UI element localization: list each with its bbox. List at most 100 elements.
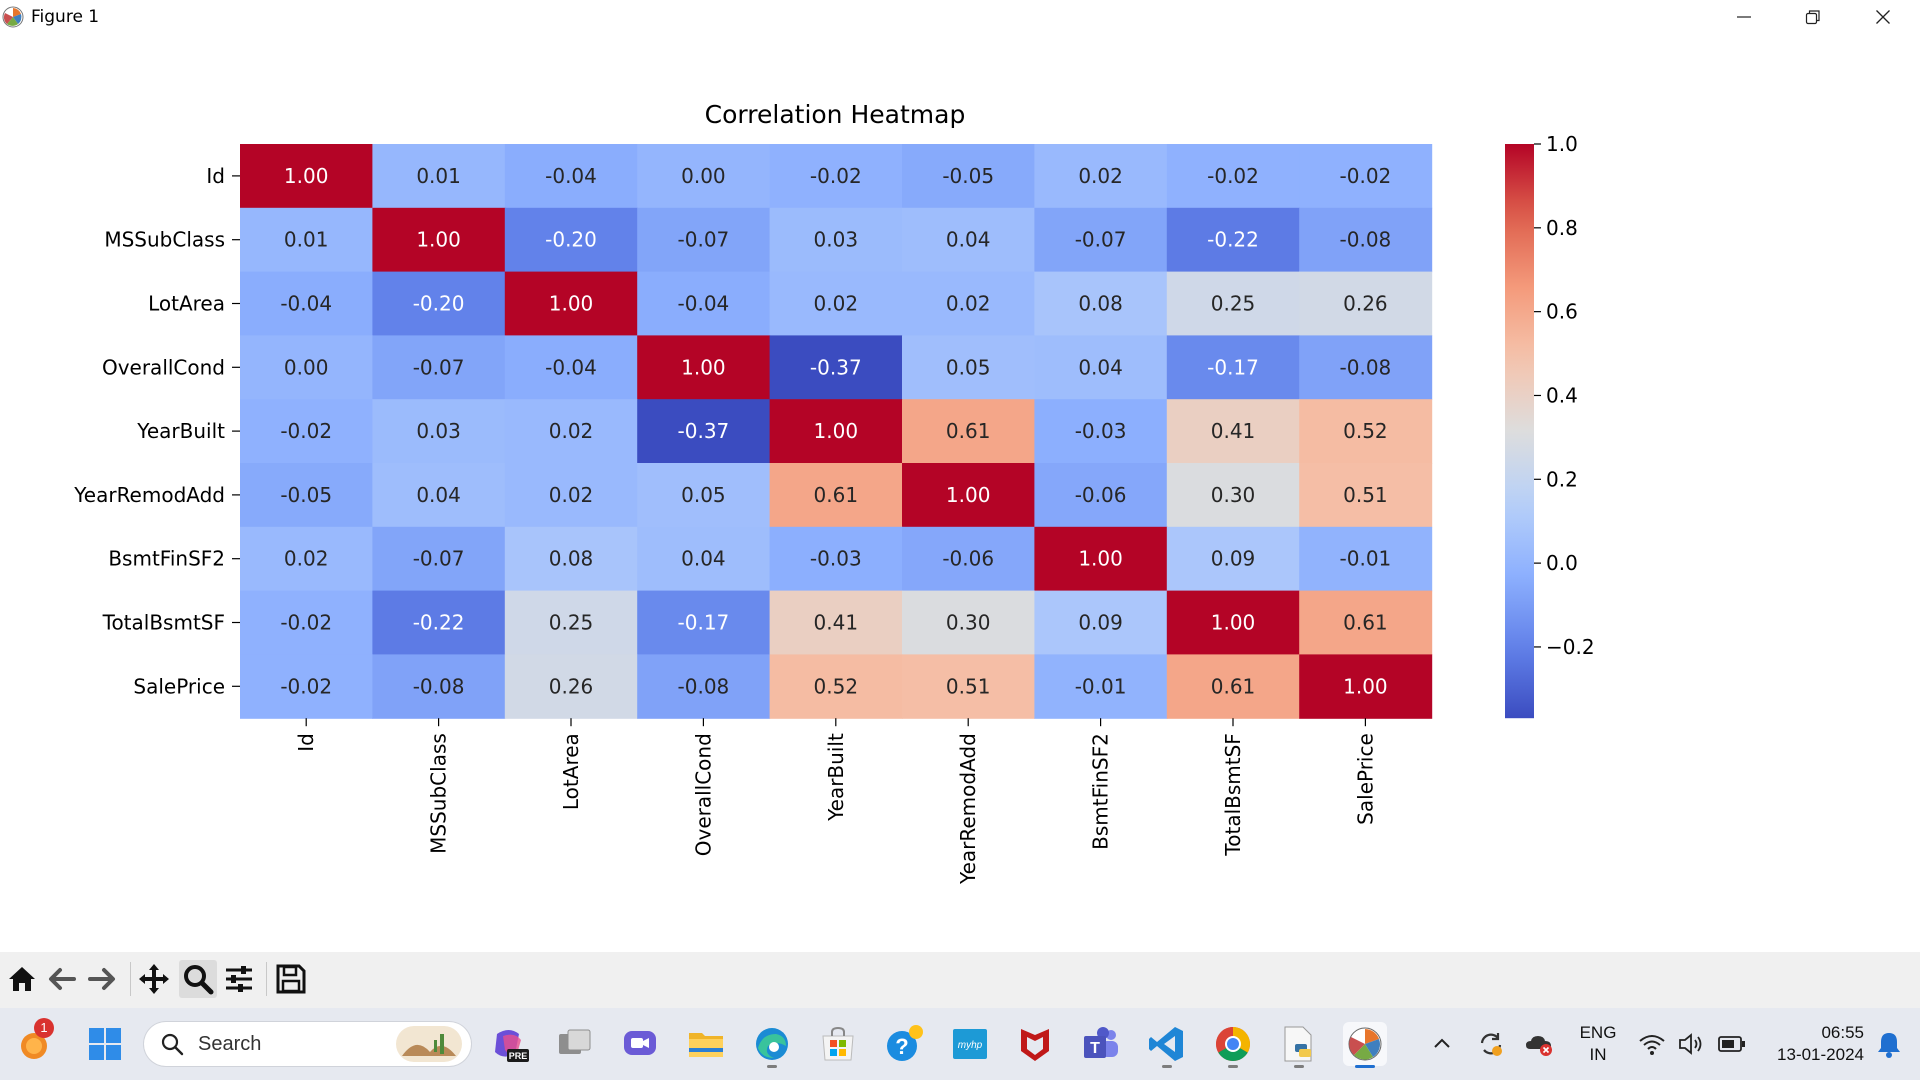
heatmap-cell [1034, 399, 1168, 464]
taskbar-app-myhp[interactable]: myhp [948, 1022, 992, 1066]
cell-value-label: 0.52 [814, 674, 859, 698]
y-tick-label: YearBuilt [136, 419, 225, 443]
heatmap-cell [902, 654, 1035, 719]
cell-value-label: -0.05 [942, 164, 994, 188]
taskbar-search-box[interactable]: Search [144, 1022, 471, 1066]
heatmap-cell [637, 399, 771, 464]
tray-onedrive-button[interactable] [1517, 1022, 1561, 1066]
task-view-icon [559, 1029, 591, 1054]
taskbar-app-vscode[interactable] [1145, 1022, 1189, 1068]
notifications-button[interactable] [1867, 1022, 1911, 1066]
heatmap-cell [240, 144, 373, 209]
forward-button[interactable] [83, 960, 121, 998]
taskbar-app-task-view[interactable] [553, 1022, 597, 1066]
configure-subplots-button[interactable] [220, 960, 258, 998]
heatmap-cell [504, 463, 638, 528]
heatmap-cell [504, 526, 638, 592]
taskbar-app-chrome[interactable] [1211, 1022, 1255, 1068]
cell-value-label: -0.08 [413, 674, 465, 698]
start-button[interactable] [83, 1022, 127, 1066]
cell-value-label: 0.04 [946, 228, 991, 252]
cell-value-label: -0.07 [413, 355, 465, 379]
heatmap-cell [769, 463, 903, 528]
heatmap-cell [1034, 335, 1168, 400]
heatmap-cell [1299, 207, 1433, 273]
cell-value-label: 0.03 [814, 228, 859, 252]
minimize-button[interactable] [1709, 0, 1779, 34]
back-button[interactable] [43, 960, 81, 998]
cell-value-label: 1.00 [946, 483, 991, 507]
cell-value-label: -0.08 [1340, 355, 1392, 379]
heatmap-cell [637, 144, 771, 209]
taskbar-app-python-file[interactable] [1277, 1022, 1321, 1068]
cell-value-label: -0.02 [1207, 164, 1259, 188]
x-tick-labels: Id MSSubClass LotArea OverallCond YearBuilt Y… [294, 718, 1377, 885]
taskbar-app-store[interactable] [816, 1022, 860, 1066]
taskbar-app-meet[interactable] [618, 1022, 662, 1066]
minimize-icon [1737, 16, 1751, 18]
cell-value-label: 0.00 [681, 164, 726, 188]
language-indicator[interactable]: ENG IN [1570, 1022, 1626, 1066]
taskbar-app-edge[interactable] [750, 1022, 794, 1068]
show-hidden-icons-button[interactable] [1420, 1022, 1464, 1066]
zoom-button[interactable] [179, 960, 217, 998]
cell-value-label: 0.61 [1343, 611, 1388, 635]
taskbar-app-teams[interactable]: T [1079, 1022, 1123, 1066]
home-icon [9, 967, 35, 991]
taskbar-app-get-help[interactable]: ? [882, 1022, 926, 1066]
save-button[interactable] [272, 960, 310, 998]
heatmap-cell [1299, 399, 1433, 464]
window-title: Figure 1 [31, 7, 100, 27]
heatmap-cell [504, 335, 638, 400]
home-button[interactable] [3, 960, 41, 998]
cell-value-label: 0.26 [549, 674, 594, 698]
sync-icon [1480, 1033, 1502, 1056]
search-placeholder: Search [198, 1033, 262, 1055]
colorbar-tick-label: −0.2 [1546, 635, 1595, 659]
cell-value-label: 0.61 [1211, 674, 1256, 698]
pan-button[interactable] [135, 960, 173, 998]
clock[interactable]: 06:55 13-01-2024 [1758, 1022, 1864, 1066]
taskbar-app-matplotlib-figure[interactable] [1343, 1022, 1387, 1068]
heatmap-cell [1034, 526, 1168, 592]
close-button[interactable] [1848, 0, 1918, 34]
cell-value-label: -0.03 [1075, 419, 1127, 443]
tray-sync-button[interactable] [1469, 1022, 1513, 1066]
taskbar-app-file-explorer[interactable] [684, 1022, 728, 1066]
y-tick-label: MSSubClass [104, 228, 225, 252]
x-tick-label: OverallCond [691, 733, 715, 856]
cell-value-label: 0.02 [946, 292, 991, 316]
heatmap-cell [1299, 271, 1433, 336]
figure-canvas[interactable]: Correlation Heatmap 1.00 0.01 -0.04 0.00 -0.… [0, 34, 1920, 952]
taskbar-app-mcafee[interactable] [1013, 1022, 1057, 1066]
cell-value-label: -0.01 [1340, 547, 1392, 571]
cell-value-label: 0.04 [416, 483, 461, 507]
heatmap-cell [769, 654, 903, 719]
heatmap-cell [240, 335, 373, 400]
y-tick-label: YearRemodAdd [73, 483, 225, 507]
restore-button[interactable] [1778, 0, 1848, 34]
matplotlib-toolbar [0, 952, 1920, 1008]
heatmap-cell [1299, 144, 1433, 209]
taskbar-app-copilot[interactable]: PRE [487, 1022, 531, 1066]
heatmap-cell [240, 590, 373, 655]
restore-icon [1805, 10, 1820, 25]
heatmap-cell [372, 654, 506, 719]
svg-text:T: T [1090, 1040, 1100, 1057]
cell-value-label: 0.51 [946, 674, 991, 698]
heatmap-cell [372, 590, 506, 655]
bell-icon [1878, 1033, 1900, 1058]
heatmap-cell [1299, 654, 1433, 719]
matplotlib-logo-icon [2, 6, 24, 28]
weather-widget[interactable]: 1 [12, 1018, 56, 1066]
cell-value-label: -0.37 [678, 419, 730, 443]
wifi-icon [1639, 1035, 1665, 1055]
cell-value-label: -0.04 [545, 355, 597, 379]
x-tick-label: Id [294, 733, 318, 752]
chevron-up-icon [1434, 1038, 1450, 1048]
cell-value-label: 0.41 [1211, 419, 1256, 443]
heatmap-cell [637, 271, 771, 336]
cell-value-label: -0.22 [1207, 228, 1259, 252]
tray-quick-settings[interactable] [1632, 1022, 1752, 1066]
cell-value-label: 1.00 [681, 355, 726, 379]
